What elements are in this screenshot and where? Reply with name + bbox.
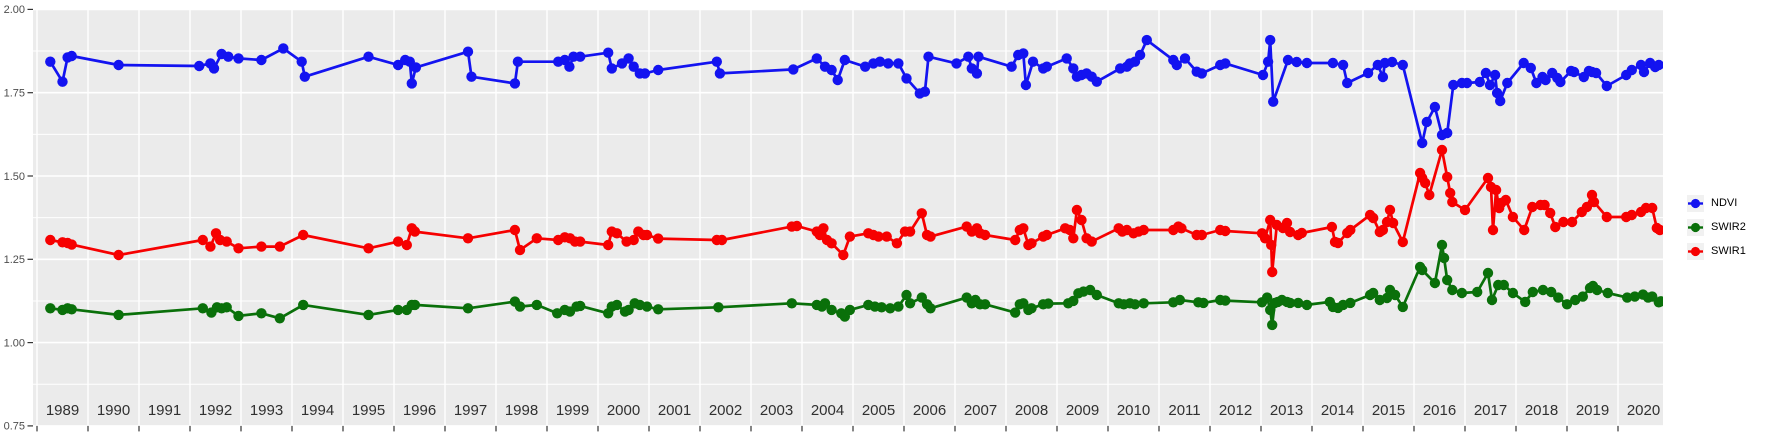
y-tick-label: 1.50 bbox=[4, 171, 25, 183]
axis-ticks bbox=[27, 8, 1619, 432]
y-tick-label: 0.75 bbox=[4, 421, 25, 433]
y-axis-labels: 2.00 1.75 1.50 1.25 1.00 0.75 bbox=[4, 4, 25, 433]
x-tick-label: 1995 bbox=[352, 402, 385, 419]
x-tick-label: 2015 bbox=[1372, 402, 1405, 419]
legend-item-swir1: SWIR1 bbox=[1687, 243, 1746, 260]
x-tick-label: 2020 bbox=[1627, 402, 1660, 419]
x-tick-label: 2007 bbox=[964, 402, 997, 419]
legend-item-label: SWIR1 bbox=[1711, 245, 1746, 257]
x-tick-label: 2016 bbox=[1423, 402, 1456, 419]
legend-item-label: SWIR2 bbox=[1711, 221, 1746, 233]
gridlines bbox=[33, 8, 1663, 427]
x-tick-label: 2012 bbox=[1219, 402, 1252, 419]
x-axis-labels: 1989 1990 1991 1992 1993 1994 1995 1996 1997 1998… bbox=[46, 402, 1660, 419]
x-tick-label: 2017 bbox=[1474, 402, 1507, 419]
x-tick-label: 2014 bbox=[1321, 402, 1354, 419]
x-tick-label: 1989 bbox=[46, 402, 79, 419]
legend-key-ndvi-icon bbox=[1687, 195, 1704, 212]
x-tick-label: 1996 bbox=[403, 402, 436, 419]
series-NDVI bbox=[45, 34, 1663, 149]
y-tick-label: 1.00 bbox=[4, 337, 25, 349]
legend-item-ndvi: NDVI bbox=[1687, 195, 1746, 212]
y-tick-label: 1.25 bbox=[4, 254, 25, 266]
x-tick-label: 1990 bbox=[97, 402, 130, 419]
x-tick-label: 1998 bbox=[505, 402, 538, 419]
legend: NDVI SWIR2 SWIR1 bbox=[1687, 195, 1746, 260]
legend-key-swir2-icon bbox=[1687, 219, 1704, 236]
x-tick-label: 2018 bbox=[1525, 402, 1558, 419]
x-tick-label: 2001 bbox=[658, 402, 691, 419]
x-tick-label: 1999 bbox=[556, 402, 589, 419]
legend-item-swir2: SWIR2 bbox=[1687, 219, 1746, 236]
legend-key-swir1-icon bbox=[1687, 243, 1704, 260]
x-tick-label: 1991 bbox=[148, 402, 181, 419]
series-SWIR1 bbox=[45, 144, 1663, 278]
legend-item-label: NDVI bbox=[1711, 197, 1738, 209]
x-tick-label: 2019 bbox=[1576, 402, 1609, 419]
x-tick-label: 1992 bbox=[199, 402, 232, 419]
x-tick-label: 1997 bbox=[454, 402, 487, 419]
x-tick-label: 2008 bbox=[1015, 402, 1048, 419]
x-tick-label: 2009 bbox=[1066, 402, 1099, 419]
x-tick-label: 2003 bbox=[760, 402, 793, 419]
x-tick-label: 2002 bbox=[709, 402, 742, 419]
x-tick-label: 2013 bbox=[1270, 402, 1303, 419]
y-tick-label: 1.75 bbox=[4, 88, 25, 100]
x-tick-label: 2000 bbox=[607, 402, 640, 419]
x-tick-label: 2011 bbox=[1168, 402, 1200, 419]
x-tick-label: 2006 bbox=[913, 402, 946, 419]
x-tick-label: 1994 bbox=[301, 402, 334, 419]
x-tick-label: 2005 bbox=[862, 402, 895, 419]
series-SWIR2 bbox=[45, 239, 1663, 331]
x-tick-label: 2010 bbox=[1117, 402, 1150, 419]
x-tick-label: 2004 bbox=[811, 402, 844, 419]
x-tick-label: 1993 bbox=[250, 402, 283, 419]
y-tick-label: 2.00 bbox=[4, 4, 25, 16]
